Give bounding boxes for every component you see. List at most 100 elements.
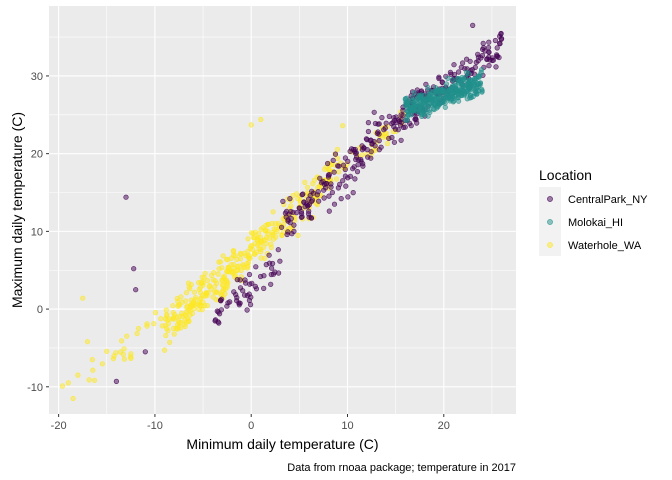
point-waterhole-wa — [80, 295, 86, 301]
point-waterhole-wa — [261, 244, 267, 250]
point-waterhole-wa — [163, 307, 169, 313]
point-centralpark-ny — [340, 178, 346, 184]
point-centralpark-ny — [285, 218, 291, 224]
point-waterhole-wa — [164, 312, 170, 318]
point-centralpark-ny — [386, 113, 392, 119]
point-waterhole-wa — [248, 122, 254, 128]
point-waterhole-wa — [196, 306, 202, 312]
point-centralpark-ny — [123, 194, 129, 200]
point-centralpark-ny — [276, 270, 282, 276]
point-waterhole-wa — [234, 264, 240, 270]
point-centralpark-ny — [378, 144, 384, 150]
y-tick-label: 20 — [31, 149, 43, 161]
point-centralpark-ny — [286, 211, 292, 217]
point-molokai-hi — [464, 69, 470, 75]
point-centralpark-ny — [323, 185, 329, 191]
point-waterhole-wa — [254, 237, 260, 243]
point-waterhole-wa — [216, 259, 222, 265]
point-centralpark-ny — [244, 307, 250, 313]
point-centralpark-ny — [396, 118, 403, 125]
point-centralpark-ny — [321, 195, 327, 201]
point-centralpark-ny — [376, 131, 382, 137]
point-centralpark-ny — [340, 162, 347, 168]
point-waterhole-wa — [226, 268, 232, 275]
point-centralpark-ny — [400, 112, 406, 119]
point-waterhole-wa — [152, 310, 159, 316]
point-centralpark-ny — [316, 198, 322, 204]
y-axis-title: Maximum daily temperature (C) — [9, 112, 25, 308]
point-waterhole-wa — [195, 301, 201, 307]
point-waterhole-wa — [171, 331, 177, 337]
point-molokai-hi — [417, 102, 423, 108]
y-tick-labels: -10 0 10 20 30 — [27, 71, 43, 394]
point-centralpark-ny — [345, 158, 351, 164]
legend-key-waterhole-wa — [547, 242, 553, 248]
point-centralpark-ny — [372, 143, 378, 149]
point-molokai-hi — [416, 93, 422, 99]
point-molokai-hi — [478, 69, 484, 75]
point-centralpark-ny — [113, 378, 119, 385]
point-molokai-hi — [449, 83, 456, 89]
y-tick-label: -10 — [27, 382, 43, 394]
point-centralpark-ny — [291, 222, 297, 228]
point-centralpark-ny — [227, 299, 233, 305]
point-waterhole-wa — [144, 321, 150, 327]
point-waterhole-wa — [187, 286, 193, 292]
point-waterhole-wa — [176, 302, 182, 308]
point-waterhole-wa — [173, 325, 179, 332]
point-centralpark-ny — [364, 147, 370, 153]
point-centralpark-ny — [218, 307, 224, 313]
point-centralpark-ny — [258, 273, 264, 280]
point-centralpark-ny — [231, 289, 237, 295]
point-centralpark-ny — [486, 62, 492, 69]
point-centralpark-ny — [358, 156, 364, 163]
point-centralpark-ny — [328, 181, 334, 187]
point-waterhole-wa — [220, 253, 226, 259]
point-centralpark-ny — [240, 288, 246, 294]
point-centralpark-ny — [456, 69, 462, 75]
point-waterhole-wa — [86, 377, 92, 383]
point-waterhole-wa — [202, 293, 208, 299]
point-waterhole-wa — [240, 263, 246, 269]
point-waterhole-wa — [167, 339, 173, 345]
point-molokai-hi — [419, 113, 425, 119]
point-waterhole-wa — [230, 248, 237, 255]
point-molokai-hi — [426, 101, 432, 107]
point-centralpark-ny — [371, 109, 377, 115]
legend-label: CentralPark_NY — [568, 194, 648, 206]
point-waterhole-wa — [191, 289, 197, 295]
point-centralpark-ny — [285, 229, 291, 235]
point-centralpark-ny — [379, 114, 385, 121]
point-waterhole-wa — [89, 357, 95, 363]
point-waterhole-wa — [185, 307, 191, 313]
point-waterhole-wa — [166, 316, 172, 322]
point-centralpark-ny — [234, 295, 240, 301]
point-centralpark-ny — [480, 46, 486, 52]
x-tick-label: 10 — [341, 420, 353, 432]
point-waterhole-wa — [245, 236, 251, 242]
point-waterhole-wa — [275, 220, 282, 226]
point-centralpark-ny — [331, 169, 337, 175]
x-tick-label: 0 — [248, 420, 254, 432]
point-centralpark-ny — [332, 151, 339, 157]
x-tick-labels: -20 -10 0 10 20 — [51, 420, 450, 432]
point-molokai-hi — [424, 106, 430, 113]
point-waterhole-wa — [135, 325, 142, 332]
point-molokai-hi — [470, 93, 476, 100]
point-centralpark-ny — [325, 160, 331, 167]
point-centralpark-ny — [326, 172, 333, 178]
point-molokai-hi — [476, 74, 482, 80]
point-centralpark-ny — [486, 49, 492, 55]
point-waterhole-wa — [91, 377, 98, 383]
point-centralpark-ny — [246, 271, 253, 278]
point-waterhole-wa — [211, 270, 217, 276]
point-centralpark-ny — [131, 266, 137, 272]
point-molokai-hi — [455, 91, 461, 97]
point-waterhole-wa — [221, 273, 227, 279]
x-tick-label: -10 — [147, 420, 163, 432]
point-centralpark-ny — [368, 137, 374, 143]
point-waterhole-wa — [120, 351, 126, 358]
point-waterhole-wa — [259, 240, 265, 246]
point-centralpark-ny — [497, 40, 503, 46]
point-waterhole-wa — [220, 282, 226, 289]
